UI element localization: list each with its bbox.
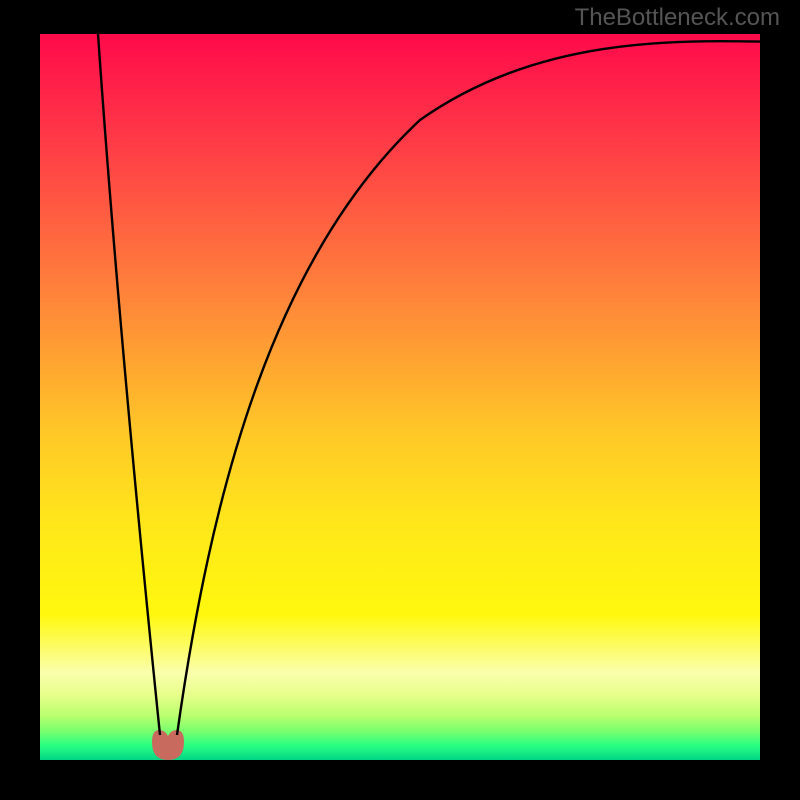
bottleneck-chart-svg: [0, 0, 800, 800]
watermark-text: TheBottleneck.com: [575, 4, 780, 32]
chart-container: TheBottleneck.com: [0, 0, 800, 800]
plot-gradient-area: [40, 34, 760, 760]
